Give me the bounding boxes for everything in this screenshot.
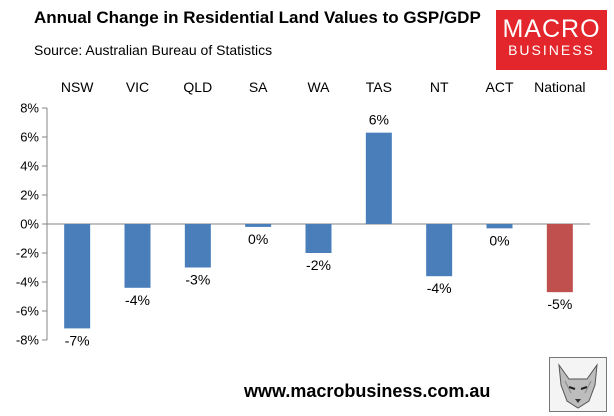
category-label: VIC [126, 79, 149, 95]
bar [184, 224, 211, 268]
y-tick-label: -4% [16, 275, 40, 290]
data-label: 0% [248, 231, 268, 247]
category-label: NSW [61, 79, 94, 95]
category-label: National [534, 79, 585, 95]
category-label: NT [430, 79, 449, 95]
category-label: WA [307, 79, 330, 95]
bar [245, 224, 272, 227]
macrobusiness-logo: MACRO BUSINESS [496, 10, 607, 70]
data-label: -5% [547, 296, 572, 312]
logo-line-1: MACRO [502, 15, 601, 43]
bar [64, 224, 91, 329]
y-tick-label: 4% [20, 159, 39, 174]
chart-source: Source: Australian Bureau of Statistics [34, 42, 273, 58]
category-label: TAS [366, 79, 392, 95]
data-label: -4% [125, 292, 150, 308]
bar [305, 224, 332, 253]
wolf-logo-icon [549, 357, 607, 412]
y-tick-label: 6% [20, 130, 39, 145]
data-label: -2% [306, 257, 331, 273]
data-label: 6% [369, 112, 389, 128]
data-label: -7% [65, 332, 90, 348]
logo-line-2: BUSINESS [508, 42, 595, 58]
category-label: SA [249, 79, 268, 95]
y-tick-label: 2% [20, 188, 39, 203]
bar [486, 224, 513, 229]
data-label: 0% [489, 232, 509, 248]
category-label: ACT [486, 79, 514, 95]
bar [365, 132, 392, 224]
bar [124, 224, 151, 288]
bar [546, 224, 573, 293]
y-tick-label: 8% [20, 101, 39, 116]
footer-url: www.macrobusiness.com.au [244, 381, 491, 401]
y-tick-label: -2% [16, 246, 40, 261]
y-tick-label: 0% [20, 217, 39, 232]
category-label: QLD [183, 79, 212, 95]
bar [426, 224, 453, 277]
bar-chart: 8% 6% 4% 2% 0% -2% -4% -6% -8% NSW -7% VIC -4% QLD -3%… [16, 79, 590, 348]
chart-title: Annual Change in Residential Land Values… [34, 8, 481, 27]
data-label: -4% [427, 280, 452, 296]
data-label: -3% [185, 272, 210, 288]
y-tick-label: -6% [16, 304, 40, 319]
y-tick-label: -8% [16, 333, 40, 348]
